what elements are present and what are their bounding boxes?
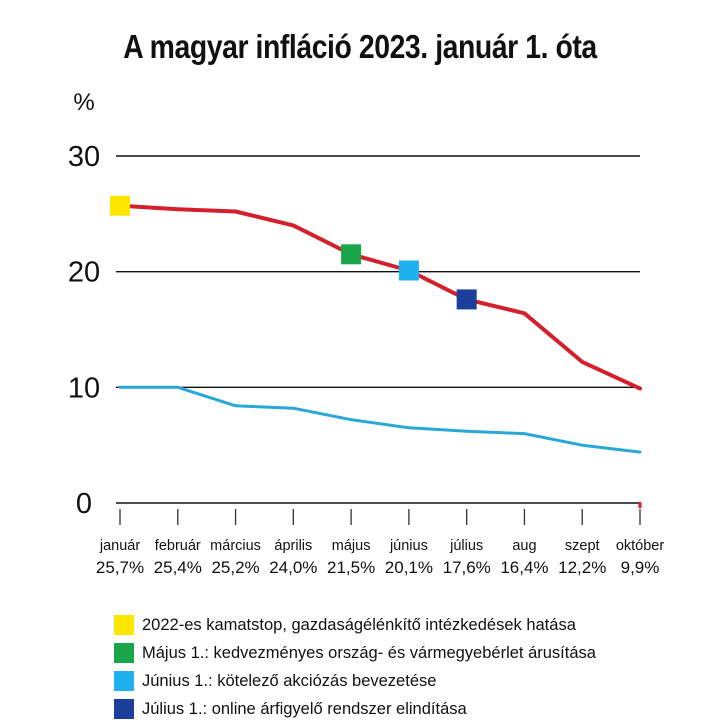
- y-tick-label: 30: [68, 141, 100, 173]
- legend-item: Június 1.: kötelező akciózás bevezetése: [114, 668, 596, 694]
- event-marker: [341, 244, 362, 265]
- legend-item: Július 1.: online árfigyelő rendszer eli…: [114, 696, 596, 722]
- data-value-label: 21,5%: [327, 558, 375, 577]
- data-value-label: 16,4%: [500, 558, 548, 577]
- legend-label: Június 1.: kötelező akciózás bevezetése: [142, 671, 437, 690]
- legend-item: Május 1.: kedvezményes ország- és vármeg…: [114, 640, 596, 666]
- legend-swatch-green: [114, 643, 134, 663]
- data-value-label: 17,6%: [443, 558, 491, 577]
- data-value-label: 20,1%: [385, 558, 433, 577]
- series-line-secondary: [118, 385, 642, 454]
- data-value-label: 25,2%: [211, 558, 259, 577]
- legend-swatch-lightblue: [114, 671, 134, 691]
- x-tick-label: március: [210, 538, 261, 554]
- data-value-label: 25,4%: [154, 558, 202, 577]
- data-value-label: 24,0%: [269, 558, 317, 577]
- x-tick-label: április: [274, 538, 312, 554]
- x-tick-label: aug: [512, 538, 536, 554]
- event-marker: [110, 195, 130, 216]
- data-value-label: 25,7%: [96, 558, 144, 577]
- y-axis-unit: %: [73, 89, 94, 116]
- y-tick-label: 20: [68, 257, 100, 289]
- data-value-label: 9,9%: [621, 558, 660, 577]
- x-tick-label: január: [99, 538, 140, 554]
- x-tick-label: február: [155, 538, 201, 554]
- chart-title: A magyar infláció 2023. január 1. óta: [123, 28, 597, 65]
- legend-item: 2022-es kamatstop, gazdaságélénkítő inté…: [114, 612, 596, 638]
- y-tick-label: 10: [68, 372, 100, 404]
- x-tick-label: június: [389, 538, 428, 554]
- legend-swatch-yellow: [114, 615, 134, 635]
- series-line-inflation: [118, 203, 642, 391]
- x-tick-label: október: [616, 538, 665, 554]
- line-chart: % 0 10 20 30 január 25,7% február 25,4% március 25…: [68, 89, 665, 577]
- legend-label: 2022-es kamatstop, gazdaságélénkítő inté…: [142, 615, 576, 634]
- x-tick-label: szept: [565, 538, 600, 554]
- legend-swatch-darkblue: [114, 699, 134, 719]
- legend: 2022-es kamatstop, gazdaságélénkítő inté…: [114, 612, 596, 724]
- event-marker: [456, 289, 477, 310]
- event-marker: [398, 260, 419, 281]
- legend-label: Május 1.: kedvezményes ország- és vármeg…: [142, 643, 596, 662]
- legend-label: Július 1.: online árfigyelő rendszer eli…: [142, 699, 467, 718]
- x-tick-label: július: [449, 538, 483, 554]
- data-value-label: 12,2%: [558, 558, 606, 577]
- x-tick-label: május: [332, 538, 371, 554]
- y-tick-label: 0: [76, 488, 92, 520]
